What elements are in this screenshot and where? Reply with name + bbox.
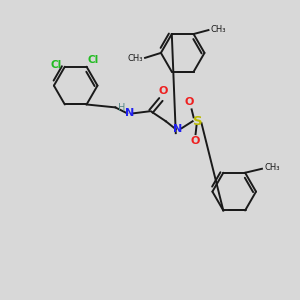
Text: O: O	[185, 98, 194, 107]
Text: Cl: Cl	[88, 55, 99, 65]
Text: N: N	[173, 124, 182, 134]
Text: H: H	[118, 103, 125, 113]
Text: CH₃: CH₃	[265, 163, 280, 172]
Text: CH₃: CH₃	[128, 54, 143, 63]
Text: O: O	[158, 85, 168, 95]
Text: CH₃: CH₃	[210, 25, 226, 34]
Text: N: N	[124, 108, 134, 118]
Text: Cl: Cl	[51, 60, 62, 70]
Text: S: S	[193, 115, 202, 128]
Text: O: O	[191, 136, 200, 146]
